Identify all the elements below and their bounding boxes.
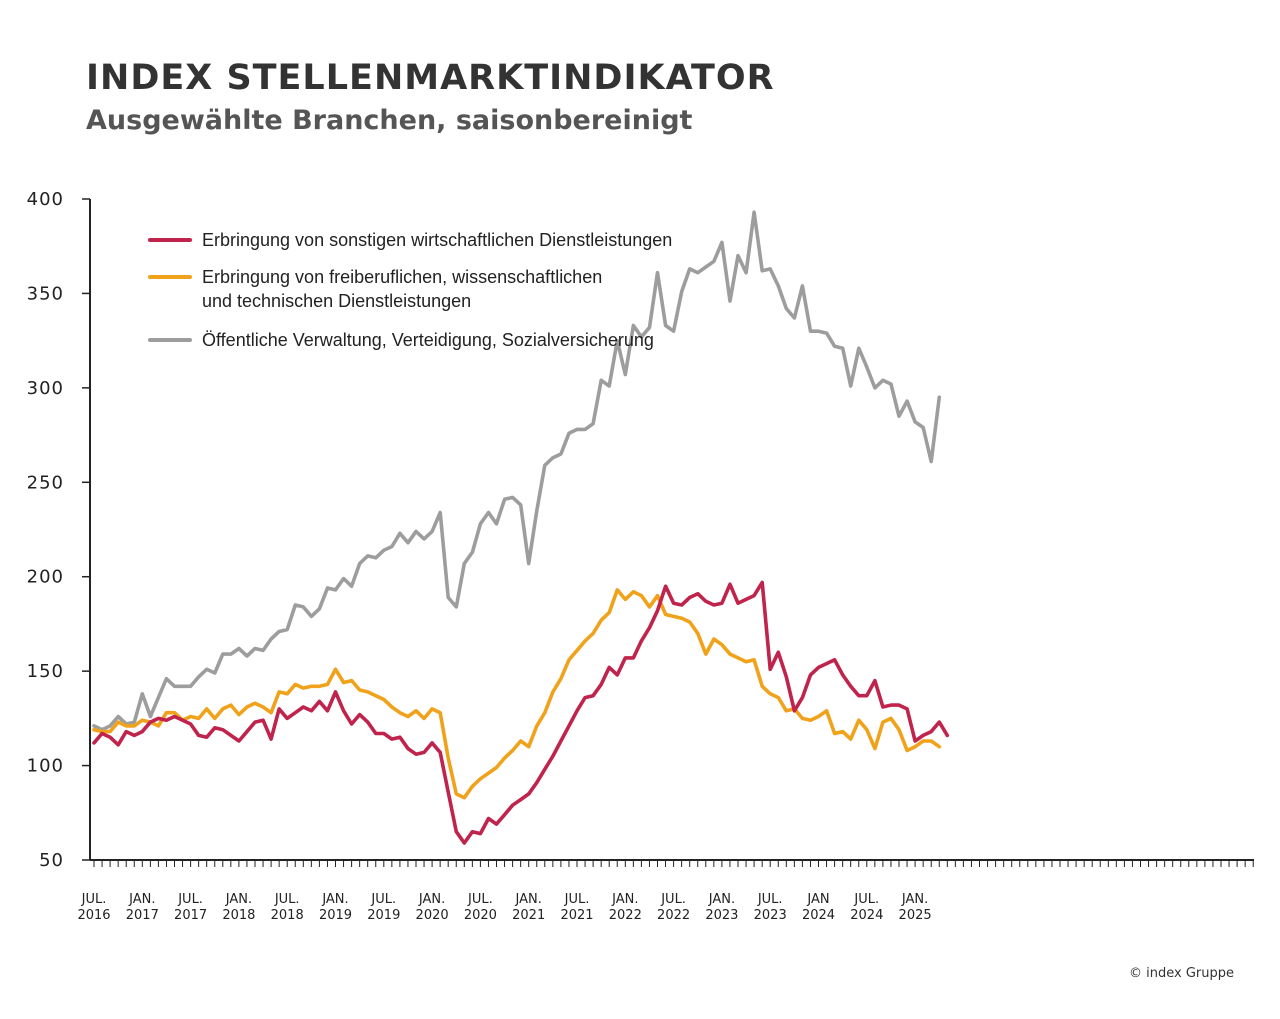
legend-label-3: Öffentliche Verwaltung, Verteidigung, So…: [202, 330, 654, 350]
x-tick-label-month: JAN.: [515, 892, 542, 907]
chart-subtitle: Ausgewählte Branchen, saisonbereinigt: [86, 105, 693, 136]
x-tick-label-year: 2016: [77, 908, 110, 923]
x-tick-label-year: 2021: [560, 908, 593, 923]
copyright-credit: © index Gruppe: [1129, 966, 1234, 981]
series-line-1: [92, 580, 950, 845]
x-tick-label-year: 2025: [899, 908, 932, 923]
y-tick-label: 150: [27, 661, 64, 682]
x-tick-label-month: JUL.: [757, 892, 783, 907]
x-tick-label-month: JAN.: [225, 892, 252, 907]
x-tick-label-month: JUL.: [370, 892, 396, 907]
x-tick-label-month: JAN: [806, 892, 829, 907]
x-tick-label-year: 2023: [705, 908, 738, 923]
x-tick-label-month: JAN.: [418, 892, 445, 907]
y-tick-label: 200: [27, 567, 64, 588]
y-tick-label: 100: [27, 756, 64, 777]
series-line-2: [92, 588, 942, 800]
x-tick-label-year: 2019: [319, 908, 352, 923]
x-tick-label-month: JUL.: [177, 892, 203, 907]
legend-label-2: und technischen Dienstleistungen: [202, 291, 471, 311]
x-tick-label-month: JUL.: [81, 892, 107, 907]
x-tick-label-year: 2019: [367, 908, 400, 923]
x-tick-label-year: 2020: [416, 908, 449, 923]
legend-label-1: Erbringung von sonstigen wirtschaftliche…: [202, 230, 672, 250]
x-tick-label-year: 2020: [464, 908, 497, 923]
x-tick-label-month: JUL.: [467, 892, 493, 907]
x-tick-label-year: 2017: [174, 908, 207, 923]
y-tick-label: 400: [27, 189, 64, 210]
x-tick-label-year: 2017: [126, 908, 159, 923]
series-line-3: [92, 210, 942, 732]
legend-label-2: Erbringung von freiberuflichen, wissensc…: [202, 267, 602, 287]
x-tick-label-year: 2021: [512, 908, 545, 923]
chart-title: INDEX STELLENMARKTINDIKATOR: [86, 58, 775, 98]
x-tick-label-month: JAN.: [321, 892, 348, 907]
y-tick-label: 50: [39, 850, 64, 871]
x-tick-label-month: JAN.: [901, 892, 928, 907]
x-tick-label-year: 2022: [657, 908, 690, 923]
x-tick-label-year: 2024: [850, 908, 883, 923]
x-tick-label-month: JUL.: [660, 892, 686, 907]
x-tick-label-year: 2024: [802, 908, 835, 923]
x-tick-label-month: JAN.: [611, 892, 638, 907]
y-tick-label: 250: [27, 472, 64, 493]
x-tick-label-month: JUL.: [564, 892, 590, 907]
y-tick-label: 300: [27, 378, 64, 399]
x-tick-label-month: JUL.: [274, 892, 300, 907]
x-tick-label-year: 2018: [222, 908, 255, 923]
x-tick-label-month: JUL.: [853, 892, 879, 907]
x-tick-label-month: JAN.: [128, 892, 155, 907]
x-tick-label-year: 2022: [609, 908, 642, 923]
x-tick-label-year: 2018: [271, 908, 304, 923]
y-tick-label: 350: [27, 283, 64, 304]
x-tick-label-year: 2023: [754, 908, 787, 923]
x-tick-label-month: JAN.: [708, 892, 735, 907]
